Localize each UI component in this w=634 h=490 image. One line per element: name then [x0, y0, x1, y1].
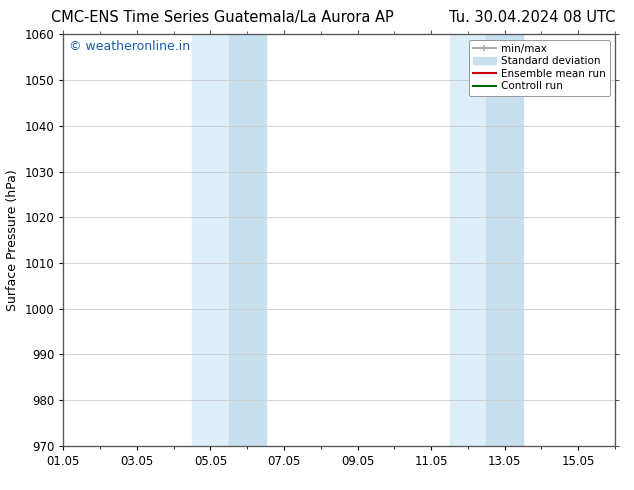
Text: © weatheronline.in: © weatheronline.in: [69, 41, 190, 53]
Legend: min/max, Standard deviation, Ensemble mean run, Controll run: min/max, Standard deviation, Ensemble me…: [469, 40, 610, 96]
Bar: [192, 34, 229, 446]
Text: CMC-ENS Time Series Guatemala/La Aurora AP: CMC-ENS Time Series Guatemala/La Aurora …: [51, 10, 394, 25]
Bar: [486, 34, 523, 446]
Bar: [450, 34, 486, 446]
Text: Tu. 30.04.2024 08 UTC: Tu. 30.04.2024 08 UTC: [449, 10, 615, 25]
Bar: [229, 34, 266, 446]
Y-axis label: Surface Pressure (hPa): Surface Pressure (hPa): [6, 169, 19, 311]
